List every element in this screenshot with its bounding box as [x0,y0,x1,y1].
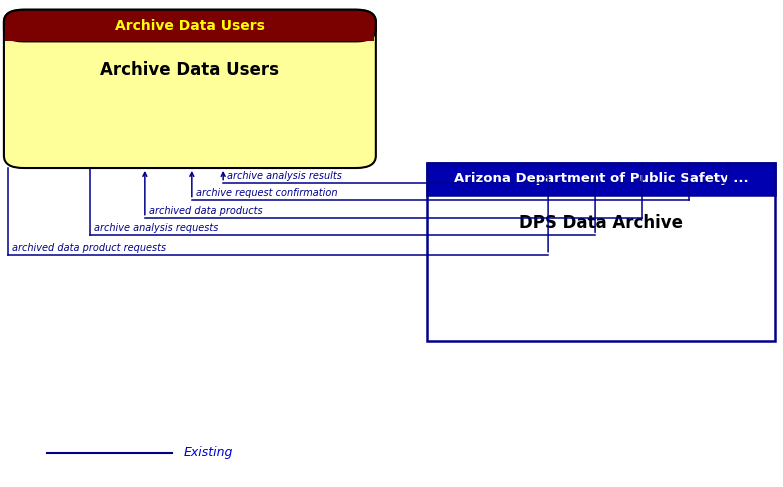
FancyBboxPatch shape [4,10,376,41]
Text: archived data products: archived data products [149,206,262,216]
Text: Arizona Department of Public Safety ...: Arizona Department of Public Safety ... [453,172,749,186]
Text: Archive Data Users: Archive Data Users [115,19,265,33]
FancyBboxPatch shape [428,179,774,195]
Text: archived data product requests: archived data product requests [12,243,166,253]
Text: Archive Data Users: Archive Data Users [100,61,280,79]
Text: archive analysis requests: archive analysis requests [94,223,218,233]
FancyBboxPatch shape [4,10,376,168]
FancyBboxPatch shape [427,163,775,341]
Text: archive analysis results: archive analysis results [227,170,342,181]
Text: Existing: Existing [184,447,233,459]
Text: archive request confirmation: archive request confirmation [196,187,337,198]
Text: DPS Data Archive: DPS Data Archive [519,214,683,232]
FancyBboxPatch shape [427,163,775,195]
FancyBboxPatch shape [5,25,374,41]
